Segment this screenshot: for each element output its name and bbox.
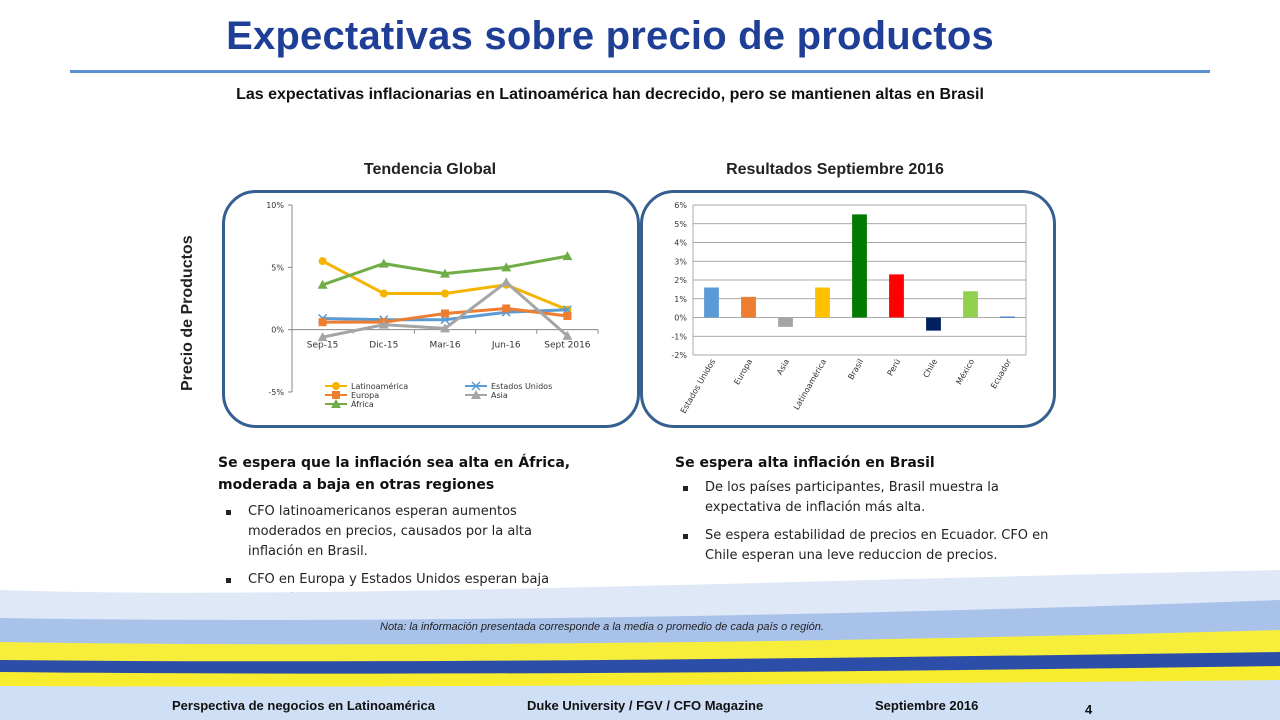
- bar: [1000, 316, 1015, 318]
- page-number: 4: [1085, 702, 1093, 717]
- data-point: [440, 268, 450, 278]
- decorative-stripes: [0, 570, 1280, 720]
- footer-right: Septiembre 2016: [875, 698, 979, 713]
- data-point: [379, 289, 388, 298]
- data-point: [378, 319, 389, 329]
- line-chart: 10% 5% 0% -5% Sep-15 Dic-15 Mar-16 Jun-16 Sept 2…: [266, 201, 599, 409]
- bar-chart-panel: 6% 5% 4% 3% 2% 1% 0% -1% -2% Estados Unidos Europa…: [640, 190, 1056, 428]
- bar: [889, 274, 904, 318]
- data-point: [501, 277, 512, 287]
- side-label: Precio de Productos: [179, 235, 196, 391]
- legend-label: Latinoamérica: [351, 381, 408, 391]
- right-bullet-1: De los países participantes, Brasil mues…: [675, 478, 1060, 518]
- bar: [963, 291, 978, 318]
- data-point: [563, 311, 572, 320]
- page-title: Expectativas sobre precio de productos: [226, 14, 994, 58]
- data-point: [440, 323, 450, 333]
- y-tick-label: 2%: [674, 276, 687, 285]
- y-tick-label: 1%: [674, 295, 687, 304]
- y-tick-label: 0%: [674, 314, 687, 323]
- right-bullet-2: Se espera estabilidad de precios en Ecua…: [675, 526, 1060, 566]
- data-point: [562, 251, 573, 261]
- right-text-block: Se espera alta inflación en Brasil De lo…: [675, 452, 1060, 574]
- data-point: [562, 330, 573, 340]
- bar: [704, 287, 719, 318]
- left-bullet-1: CFO latinoamericanos esperan aumentos mo…: [218, 502, 578, 562]
- footnote: Nota: la información presentada correspo…: [380, 621, 824, 633]
- right-text-heading: Se espera alta inflación en Brasil: [675, 455, 935, 471]
- y-tick-label: -2%: [671, 351, 687, 360]
- bar: [741, 296, 756, 318]
- y-tick-label: 4%: [674, 239, 687, 248]
- data-point: [318, 257, 327, 266]
- right-bullet-list: De los países participantes, Brasil mues…: [675, 478, 1060, 566]
- data-point: [471, 381, 481, 391]
- footer-left: Perspectiva de negocios en Latinoamérica: [172, 698, 435, 713]
- data-point: [441, 309, 449, 318]
- x-tick-label: Sept 2016: [544, 341, 591, 351]
- y-tick-label: 3%: [674, 257, 687, 266]
- legend-label: Asia: [491, 391, 508, 400]
- x-tick-label: Estados Unidos: [679, 358, 717, 416]
- data-point: [332, 391, 340, 399]
- x-tick-label: Asia: [775, 357, 791, 376]
- footer-center: Duke University / FGV / CFO Magazine: [527, 698, 764, 713]
- data-point: [317, 332, 328, 342]
- y-tick-label: 5%: [271, 263, 284, 272]
- data-point: [331, 399, 341, 408]
- y-tick-label: 0%: [271, 326, 284, 335]
- bar: [852, 214, 867, 318]
- bar-chart: 6% 5% 4% 3% 2% 1% 0% -1% -2%Estados Unidos Europa…: [671, 201, 1027, 416]
- x-tick-label: Chile: [921, 357, 939, 379]
- left-text-heading: Se espera que la inflación sea alta en Á…: [218, 455, 571, 493]
- x-tick-label: Perú: [886, 358, 903, 378]
- data-point: [332, 382, 340, 390]
- legend-label: África: [351, 398, 374, 409]
- x-tick-label: Latinoamérica: [791, 357, 828, 412]
- x-tick-label: Ecuador: [989, 357, 1013, 390]
- x-tick-label: México: [954, 357, 977, 386]
- bar: [815, 287, 830, 318]
- x-tick-label: Brasil: [846, 358, 865, 382]
- legend-label: Estados Unidos: [491, 382, 552, 391]
- title-divider: [70, 70, 1210, 73]
- data-point: [317, 279, 328, 289]
- y-tick-label: 10%: [266, 201, 284, 210]
- x-tick-label: Europa: [732, 357, 754, 386]
- y-tick-label: -1%: [671, 332, 687, 341]
- x-tick-label: Mar-16: [429, 341, 460, 351]
- line-chart-panel: 10% 5% 0% -5% Sep-15 Dic-15 Mar-16 Jun-16 Sept 2…: [222, 190, 640, 428]
- bar: [778, 317, 793, 327]
- y-tick-label: 5%: [674, 220, 687, 229]
- line-chart-heading: Tendencia Global: [363, 161, 497, 178]
- x-tick-label: Jun-16: [491, 341, 521, 351]
- data-point: [378, 258, 389, 268]
- data-point: [318, 318, 327, 327]
- data-point: [441, 289, 449, 298]
- y-tick-label: -5%: [268, 388, 284, 397]
- y-tick-label: 6%: [674, 201, 687, 210]
- x-tick-label: Sep-15: [307, 341, 339, 351]
- legend-label: Europa: [351, 391, 379, 400]
- bar-chart-heading: Resultados Septiembre 2016: [726, 161, 944, 178]
- bar: [926, 317, 941, 331]
- page-subtitle: Las expectativas inflacionarias en Latin…: [236, 86, 984, 103]
- data-point: [471, 390, 481, 399]
- data-point: [502, 304, 511, 313]
- x-tick-label: Dic-15: [369, 341, 398, 351]
- data-point: [501, 262, 512, 272]
